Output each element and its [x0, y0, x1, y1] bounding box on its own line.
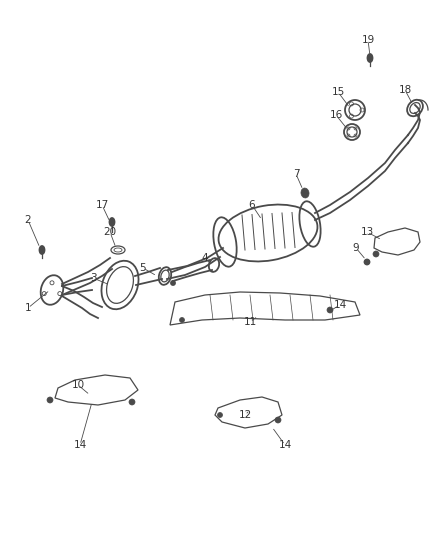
- Ellipse shape: [301, 188, 309, 198]
- Ellipse shape: [373, 251, 379, 257]
- Text: 15: 15: [332, 87, 345, 97]
- Text: 16: 16: [329, 110, 343, 120]
- Text: 18: 18: [399, 85, 412, 95]
- Text: 1: 1: [25, 303, 31, 313]
- Text: 20: 20: [103, 227, 117, 237]
- Text: 19: 19: [361, 35, 374, 45]
- Text: 6: 6: [249, 200, 255, 210]
- Ellipse shape: [180, 318, 184, 322]
- Text: 13: 13: [360, 227, 374, 237]
- Ellipse shape: [39, 246, 45, 254]
- Ellipse shape: [171, 281, 175, 285]
- Text: 17: 17: [95, 200, 109, 210]
- Text: 11: 11: [244, 317, 257, 327]
- Text: 5: 5: [140, 263, 146, 273]
- Ellipse shape: [129, 399, 135, 405]
- Text: 14: 14: [279, 440, 292, 450]
- Ellipse shape: [364, 260, 370, 264]
- Text: 3: 3: [90, 273, 96, 283]
- Ellipse shape: [47, 397, 53, 403]
- Text: 14: 14: [74, 440, 87, 450]
- Ellipse shape: [218, 413, 223, 417]
- Ellipse shape: [367, 54, 372, 62]
- Ellipse shape: [275, 417, 281, 423]
- Text: 12: 12: [238, 410, 251, 420]
- Text: 7: 7: [293, 169, 299, 179]
- Ellipse shape: [327, 307, 333, 313]
- Text: 4: 4: [201, 253, 208, 263]
- Text: 10: 10: [71, 380, 85, 390]
- Text: 9: 9: [353, 243, 359, 253]
- Text: 14: 14: [333, 300, 346, 310]
- Ellipse shape: [110, 218, 114, 226]
- Text: 2: 2: [25, 215, 31, 225]
